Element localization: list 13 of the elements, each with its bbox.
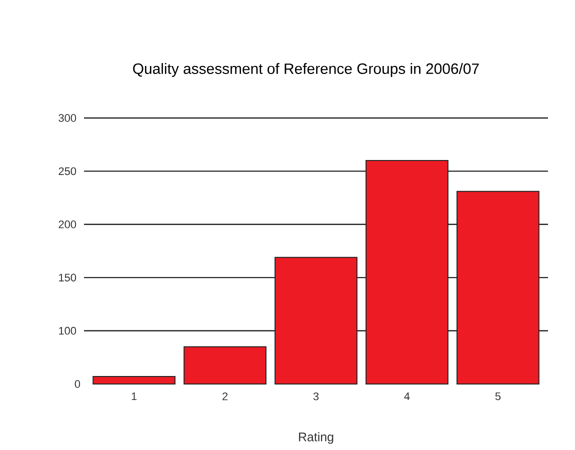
y-tick-label: 150: [59, 274, 76, 282]
x-tick-label: 2: [222, 392, 228, 400]
chart-title: Quality assessment of Reference Groups in 2006/07: [133, 63, 479, 77]
text: 0: [74, 380, 80, 388]
y-tick-label: 250: [58, 167, 76, 176]
x-tick-label: 5: [495, 392, 501, 400]
x-axis-title: Rating: [299, 432, 334, 444]
x-tick-label: 1: [132, 392, 137, 400]
x-tick-label: 4: [404, 392, 410, 400]
x-tick-label: 3: [313, 392, 319, 400]
y-tick-label: 200: [58, 220, 76, 228]
y-tick-label: 300: [58, 114, 76, 122]
y-tick-label: 100: [59, 326, 76, 335]
